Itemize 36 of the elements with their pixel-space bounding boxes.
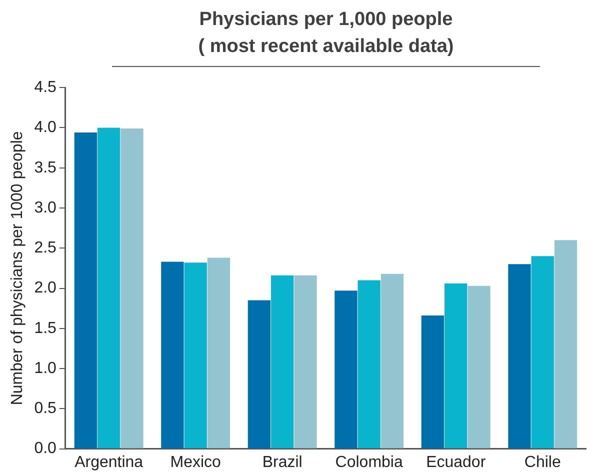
x-tick-label: Mexico bbox=[170, 454, 222, 471]
bar bbox=[334, 290, 358, 448]
bar bbox=[271, 275, 294, 448]
bar bbox=[508, 264, 531, 448]
bar bbox=[248, 300, 271, 448]
y-tick-label: 3.0 bbox=[34, 199, 57, 216]
bar bbox=[358, 280, 380, 448]
x-tick-label: Ecuador bbox=[426, 454, 486, 471]
y-tick-label: 1.5 bbox=[34, 320, 57, 337]
x-tick-label: Argentina bbox=[74, 454, 144, 471]
y-axis-title: Number of physicians per 1000 people bbox=[9, 131, 26, 406]
bar bbox=[207, 258, 230, 448]
y-tick-label: 0.5 bbox=[34, 400, 57, 418]
bar bbox=[97, 128, 120, 448]
y-tick-label: 2.0 bbox=[34, 280, 57, 297]
bar bbox=[380, 274, 404, 448]
x-tick-label: Chile bbox=[524, 454, 561, 471]
y-tick-label: 3.5 bbox=[34, 159, 57, 176]
bar bbox=[161, 262, 184, 448]
chart-title: Physicians per 1,000 people ( most recent available data) bbox=[112, 6, 540, 67]
bar bbox=[444, 283, 468, 448]
bar bbox=[531, 256, 554, 448]
y-tick-label: 4.0 bbox=[34, 119, 57, 136]
y-tick-label: 4.5 bbox=[34, 79, 57, 96]
bar bbox=[421, 316, 444, 448]
y-tick-label: 0.0 bbox=[34, 440, 57, 458]
bar bbox=[120, 128, 144, 448]
x-tick-label: Colombia bbox=[335, 454, 403, 471]
y-tick-label: 2.5 bbox=[34, 240, 57, 257]
bar bbox=[294, 275, 317, 448]
x-tick-label: Brazil bbox=[262, 454, 302, 471]
y-tick-label: 1.0 bbox=[34, 360, 57, 377]
bar bbox=[554, 240, 578, 448]
bar bbox=[468, 286, 490, 448]
bar bbox=[184, 262, 207, 448]
bar bbox=[74, 132, 98, 448]
